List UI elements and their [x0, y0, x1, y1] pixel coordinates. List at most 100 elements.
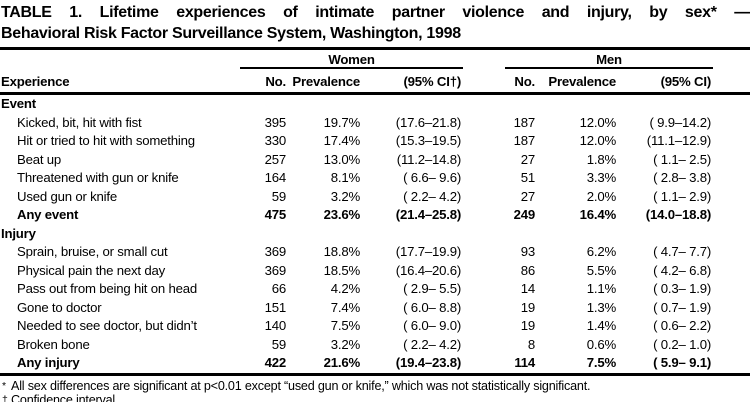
value-cell: 14	[520, 281, 536, 296]
footnotes: * All sex differences are significant at …	[0, 376, 750, 402]
value-cell: 4.2%	[330, 281, 360, 296]
value-cell: 12.0%	[579, 114, 617, 130]
column-header-women-no: No.	[240, 68, 288, 95]
value-cell	[713, 188, 750, 207]
data-table: Women Men Experience No. Prevalence (95%…	[0, 47, 750, 376]
value-cell	[713, 169, 750, 188]
value-cell	[713, 132, 750, 151]
value-cell: 27	[520, 188, 536, 204]
value-cell: (19.4–23.8)	[395, 355, 462, 370]
experience-cell: Threatened with gun or knife	[17, 170, 179, 185]
value-cell: 7.5%	[586, 355, 617, 370]
experience-cell: Any injury	[17, 355, 80, 370]
table-row: Kicked, bit, hit with fist 395 19.7% (17.6–…	[0, 114, 750, 133]
value-cell: ( 1.1– 2.9)	[653, 188, 712, 204]
title-line-1: TABLE 1. Lifetime experiences of intimat…	[1, 4, 750, 21]
experience-cell: Gone to doctor	[17, 299, 102, 315]
value-cell: 330	[264, 133, 287, 148]
footnote-marker-dagger: †	[2, 393, 8, 402]
value-cell: ( 0.6– 2.2)	[653, 318, 712, 333]
value-cell: 422	[264, 355, 287, 370]
value-cell: ( 2.8– 3.8)	[653, 170, 712, 185]
column-header-experience: Experience	[0, 68, 240, 95]
value-cell: ( 6.0– 9.0)	[403, 318, 462, 333]
value-cell: (17.6–21.8)	[395, 114, 462, 130]
table-row: Physical pain the next day 369 18.5% (16.4–…	[0, 262, 750, 281]
value-cell	[463, 114, 505, 133]
value-cell	[463, 336, 505, 355]
value-cell: 59	[271, 336, 286, 352]
value-cell: 3.2%	[330, 188, 360, 204]
value-cell: 257	[264, 151, 287, 167]
value-cell: 164	[264, 170, 287, 185]
value-cell: 8	[527, 336, 536, 352]
experience-cell: Physical pain the next day	[17, 262, 166, 278]
value-cell: 151	[264, 299, 287, 315]
table-row: Sprain, bruise, or small cut 369 18.8% (17.…	[0, 243, 750, 262]
footnote-significance: * All sex differences are significant at …	[2, 379, 750, 393]
table-row: Broken bone 59 3.2% ( 2.2– 4.2) 8 0.6% ( 0.2– …	[0, 336, 750, 355]
section-name: Event	[1, 96, 36, 111]
value-cell: 1.3%	[586, 299, 617, 315]
section-header-row: Injury	[0, 225, 750, 244]
table-row: Beat up 257 13.0% (11.2–14.8) 27 1.8% ( 1.1– 2…	[0, 151, 750, 170]
value-cell: 0.6%	[586, 336, 617, 352]
footnote-marker-asterisk: *	[2, 379, 6, 392]
section-header-row: Event	[0, 94, 750, 114]
value-cell: 140	[264, 318, 287, 333]
value-cell: ( 9.9–14.2)	[649, 114, 712, 130]
value-cell: 23.6%	[323, 207, 361, 222]
table-row: Pass out from being hit on head 66 4.2% ( 2…	[0, 280, 750, 299]
value-cell: 114	[514, 355, 536, 370]
footnote-ci: † Confidence interval.	[2, 393, 750, 402]
value-cell: 27	[520, 151, 536, 167]
value-cell: (15.3–19.5)	[395, 133, 462, 148]
section-name: Injury	[1, 225, 36, 241]
value-cell: 13.0%	[323, 151, 361, 167]
value-cell: 395	[264, 114, 287, 130]
value-cell: 369	[264, 262, 287, 278]
value-cell: ( 4.2– 6.8)	[653, 262, 712, 278]
value-cell	[463, 151, 505, 170]
value-cell	[713, 299, 750, 318]
table-header: Women Men Experience No. Prevalence (95%…	[0, 48, 750, 95]
value-cell: 21.6%	[323, 355, 361, 370]
value-cell: (11.1–12.9)	[646, 133, 712, 148]
value-cell: 18.5%	[323, 262, 361, 278]
value-cell: (14.0–18.8)	[645, 207, 712, 222]
group-header-men: Men	[505, 48, 714, 69]
value-cell: 1.1%	[586, 281, 617, 296]
value-cell: ( 6.0– 8.8)	[403, 299, 462, 315]
table-row: Any event 475 23.6% (21.4–25.8) 249 16.4% (14.…	[0, 206, 750, 225]
value-cell: (11.2–14.8)	[396, 151, 462, 167]
value-cell: ( 2.9– 5.5)	[403, 281, 462, 296]
value-cell: ( 6.6– 9.6)	[403, 170, 462, 185]
value-cell: 1.8%	[586, 151, 617, 167]
value-cell	[463, 262, 505, 281]
value-cell: 187	[513, 133, 536, 148]
experience-cell: Beat up	[17, 151, 62, 167]
value-cell	[463, 317, 505, 336]
value-cell: 7.4%	[330, 299, 360, 315]
footnote-text: All sex differences are significant at p…	[11, 378, 591, 393]
value-cell: 18.8%	[323, 244, 361, 259]
value-cell: 16.4%	[579, 207, 617, 222]
table-row: Threatened with gun or knife 164 8.1% ( 6.6…	[0, 169, 750, 188]
experience-cell: Used gun or knife	[17, 188, 117, 204]
value-cell: (16.4–20.6)	[395, 262, 462, 278]
value-cell: 369	[264, 244, 287, 259]
value-cell	[463, 354, 505, 374]
footnote-text: Confidence interval.	[11, 392, 119, 402]
value-cell	[713, 206, 750, 225]
value-cell	[463, 299, 505, 318]
value-cell	[713, 280, 750, 299]
value-cell: 6.2%	[586, 244, 617, 259]
column-header-men-ci: (95% CI)	[618, 68, 714, 95]
value-cell: 2.0%	[586, 188, 617, 204]
value-cell: ( 2.2– 4.2)	[403, 336, 462, 352]
table-body: Event Kicked, bit, hit with fist 395 19.7% (…	[0, 94, 750, 375]
value-cell: (21.4–25.8)	[395, 207, 462, 222]
group-header-women: Women	[240, 48, 464, 69]
table-row: Gone to doctor 151 7.4% ( 6.0– 8.8) 19 1.3% ( …	[0, 299, 750, 318]
value-cell: ( 1.1– 2.5)	[653, 151, 712, 167]
